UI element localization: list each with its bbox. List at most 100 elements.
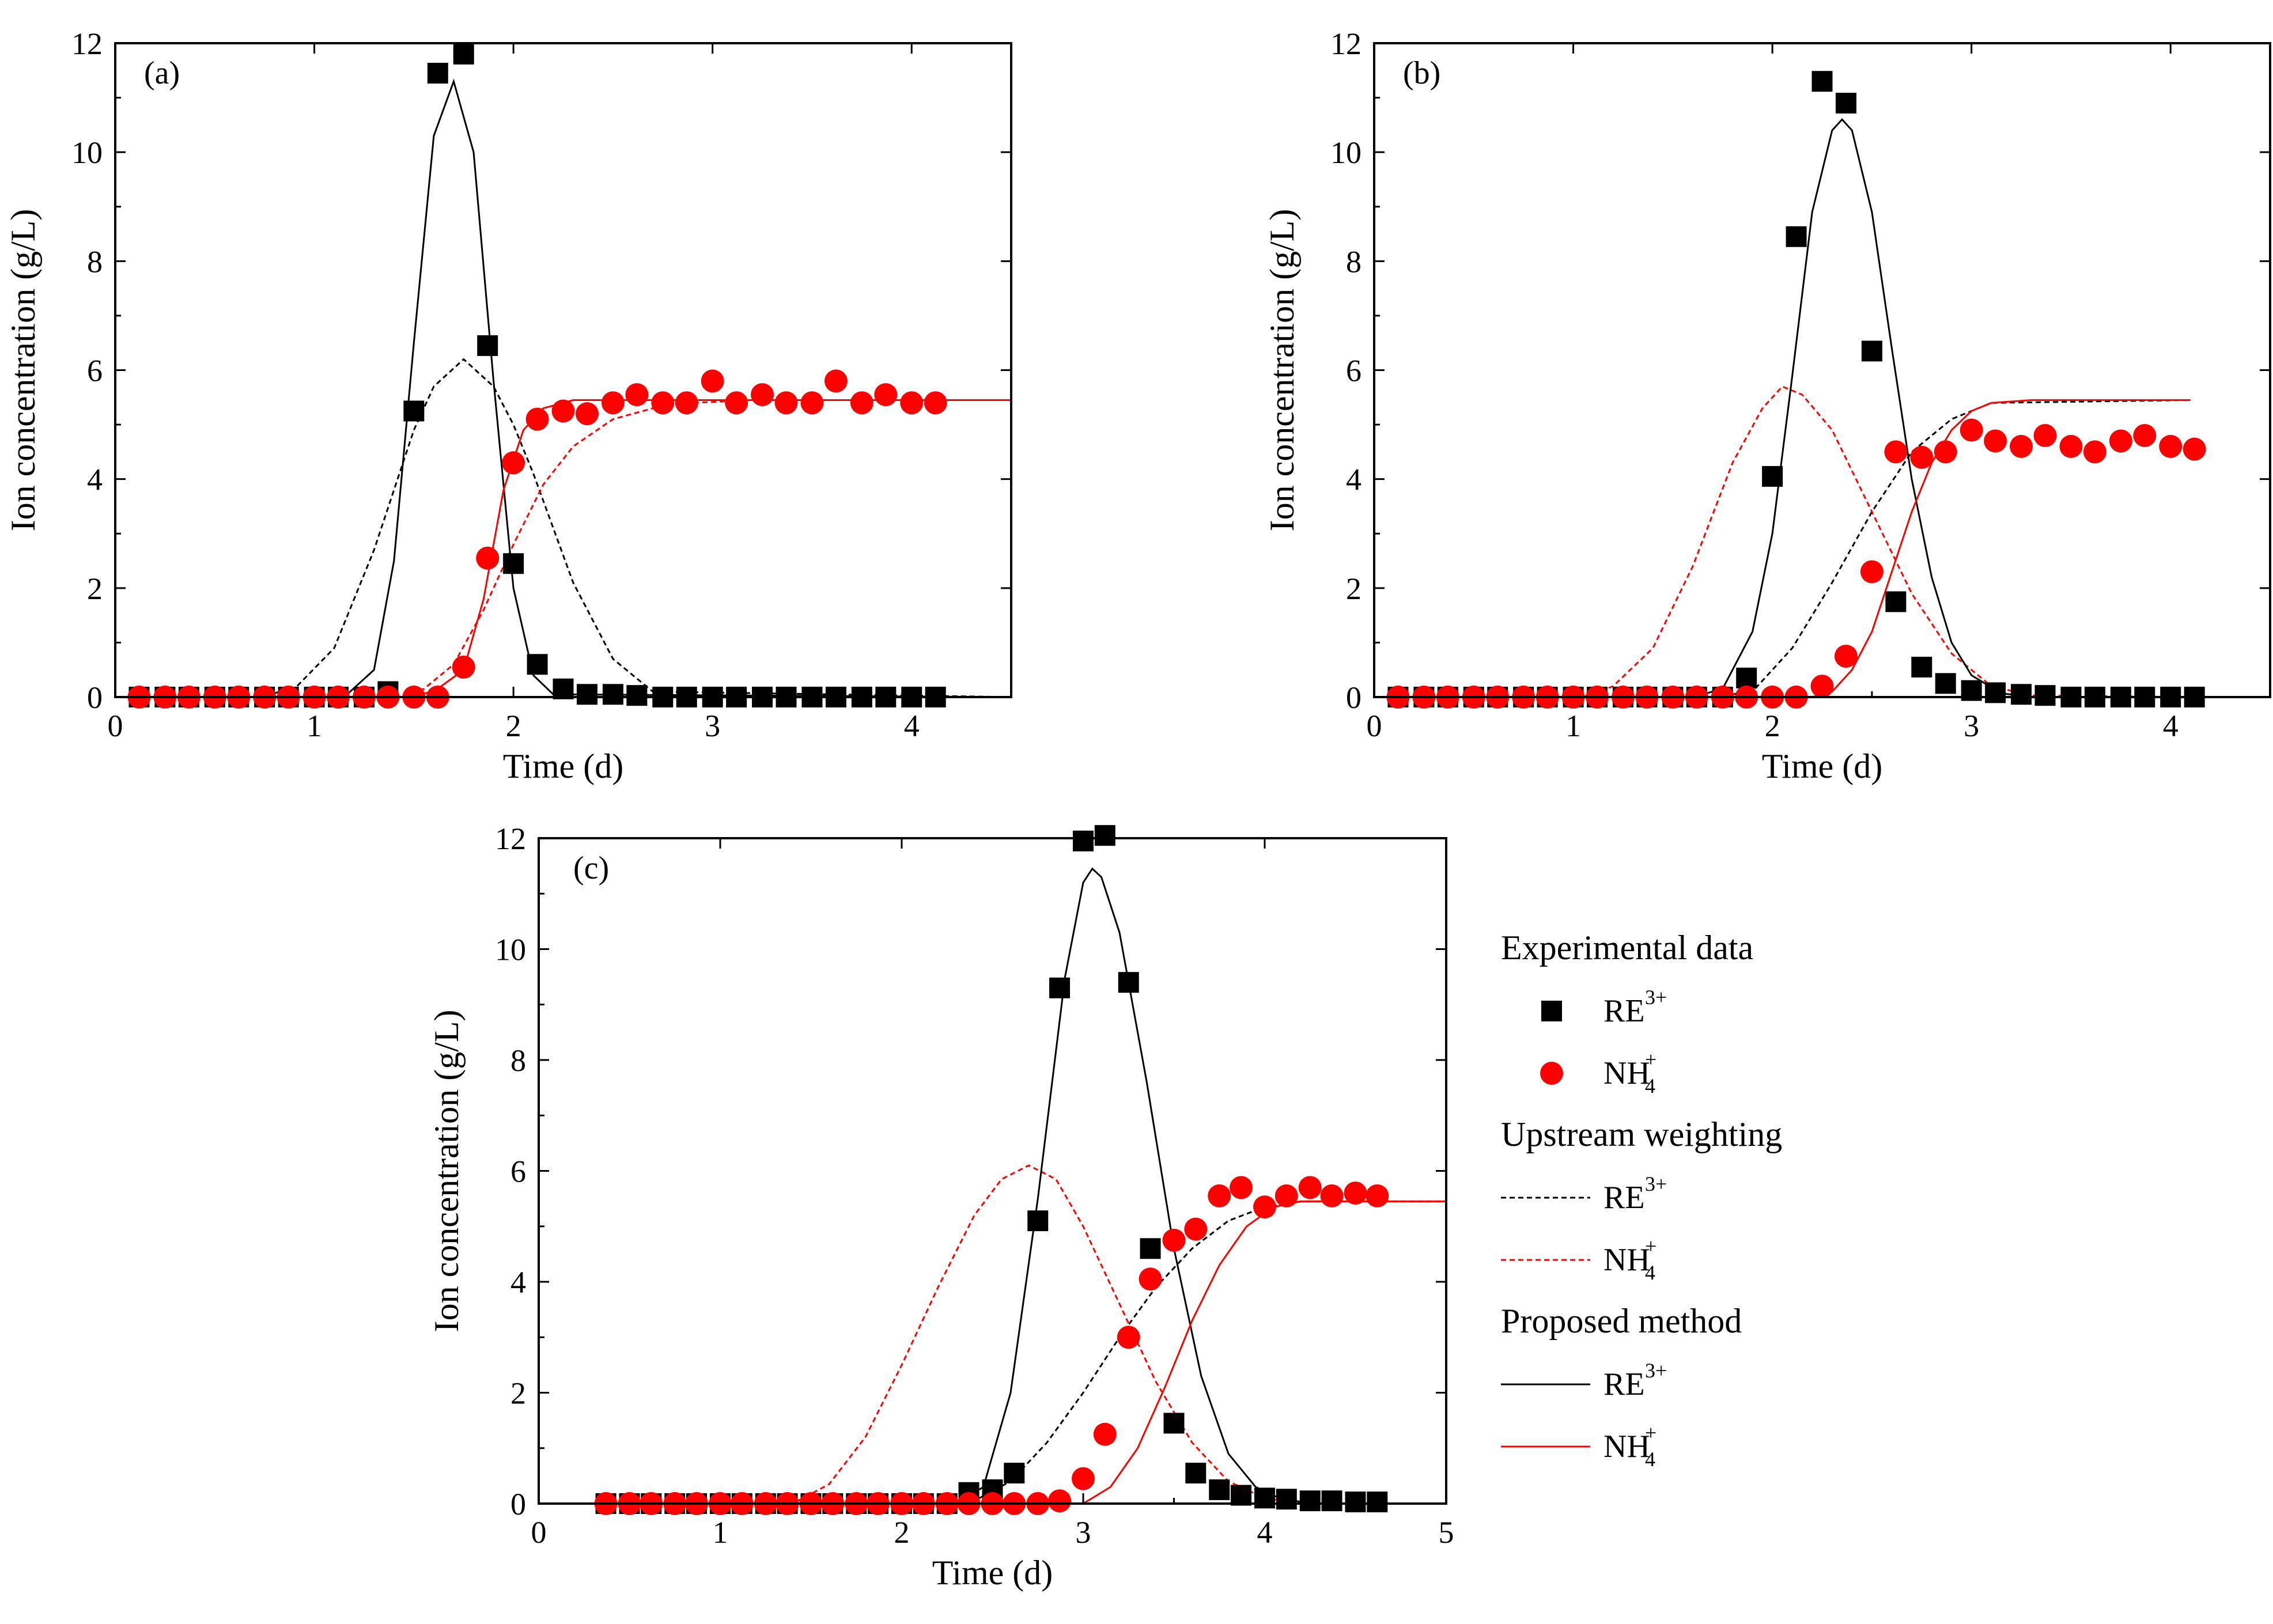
y-tick-label: 6 [510, 1154, 526, 1189]
y-tick-label: 0 [1346, 680, 1361, 715]
x-tick-label: 0 [108, 709, 123, 743]
y-tick-label: 2 [510, 1376, 526, 1411]
data-point-circle [1366, 1184, 1389, 1207]
data-point-square [1231, 1485, 1252, 1506]
data-point-circle [2109, 429, 2132, 453]
data-point-circle [774, 391, 798, 415]
x-tick-label: 0 [1367, 709, 1382, 743]
legend-label-sup: + [1645, 1235, 1656, 1258]
data-point-square [602, 684, 623, 705]
data-point-circle [1230, 1176, 1253, 1199]
series-line [135, 358, 1011, 697]
panel-label: (a) [144, 55, 180, 91]
data-point-circle [2059, 434, 2083, 458]
legend-group: Upstream weighting RE 3+ NH+4 [1501, 1115, 1782, 1284]
data-point-square [1299, 1490, 1321, 1512]
data-point-circle [1093, 1422, 1117, 1446]
data-point-square [1254, 1487, 1275, 1509]
legend-marker-circle [1540, 1062, 1563, 1085]
x-tick-label: 4 [1257, 1515, 1273, 1550]
legend-item: NH+4 [1501, 1235, 1656, 1284]
data-point-square [1209, 1479, 1230, 1500]
data-point-circle [1344, 1182, 1367, 1205]
series-line [539, 1200, 1446, 1504]
legend-label-sub: 4 [1645, 1448, 1655, 1471]
data-point-square [1345, 1491, 1366, 1513]
data-point-circle [525, 407, 549, 431]
data-point-circle [2133, 424, 2157, 447]
data-point-circle [2010, 434, 2033, 458]
legend-label: RE [1603, 1366, 1645, 1402]
data-point-square [1811, 71, 1833, 92]
legend-label: RE [1603, 1180, 1645, 1216]
y-tick-label: 6 [1346, 354, 1361, 388]
y-tick-label: 12 [1330, 27, 1361, 61]
data-point-square [1885, 591, 1907, 612]
data-point-square [477, 335, 498, 356]
data-point-circle [1139, 1267, 1162, 1291]
y-tick-label: 0 [510, 1487, 526, 1521]
legend-label-sup: 3+ [1645, 1172, 1667, 1195]
data-point-circle [1184, 1217, 1208, 1241]
legend-group: Experimental data RE 3+ NH+4 [1501, 929, 1753, 1097]
data-point-circle [2033, 424, 2057, 447]
data-point-square [1118, 972, 1139, 993]
y-tick-label: 10 [71, 135, 103, 170]
data-point-circle [1208, 1184, 1231, 1207]
data-point-circle [2083, 440, 2106, 464]
data-point-circle [924, 391, 947, 415]
data-point-square [427, 63, 448, 84]
data-point-circle [1162, 1228, 1186, 1252]
plot-frame [538, 837, 1447, 1505]
plot-frame [114, 42, 1012, 698]
data-point-circle [502, 451, 525, 475]
data-point-circle [2159, 434, 2183, 458]
data-point-circle [2183, 437, 2206, 461]
data-point-circle [800, 391, 824, 415]
x-tick-label: 1 [307, 709, 322, 743]
data-point-square [527, 654, 548, 675]
legend-item: NH+4 [1540, 1048, 1656, 1097]
y-tick-label: 4 [87, 463, 103, 497]
x-tick-label: 2 [894, 1515, 910, 1550]
data-point-square [1736, 667, 1757, 688]
y-tick-label: 8 [1346, 244, 1361, 279]
legend-label-sup: 3+ [1645, 986, 1667, 1009]
y-tick-label: 4 [510, 1265, 526, 1300]
data-point-circle [476, 546, 500, 570]
data-point-circle [601, 391, 625, 415]
x-axis-title: Time (d) [503, 747, 623, 785]
x-tick-label: 4 [904, 709, 920, 743]
data-point-square [1073, 830, 1094, 851]
legend-heading: Proposed method [1501, 1302, 1742, 1340]
data-point-circle [1117, 1326, 1140, 1349]
x-tick-label: 3 [705, 709, 720, 743]
series-line [1394, 118, 2191, 697]
data-point-square [1276, 1489, 1297, 1510]
data-point-circle [1910, 445, 1934, 469]
y-tick-label: 8 [510, 1043, 526, 1078]
x-axis-title: Time (d) [932, 1554, 1053, 1592]
data-point-square [1004, 1463, 1025, 1484]
data-point-circle [1984, 429, 2007, 453]
data-point-square [453, 43, 474, 65]
x-axis-title: Time (d) [1762, 747, 1882, 785]
data-point-circle [850, 391, 873, 415]
legend-label-sub: 4 [1645, 1074, 1655, 1097]
data-point-square [1140, 1238, 1161, 1259]
data-point-circle [1253, 1195, 1276, 1219]
series-line [135, 78, 1011, 697]
data-point-circle [874, 383, 898, 407]
data-point-square [1367, 1491, 1388, 1513]
data-point-circle [551, 399, 575, 423]
legend-label-sup: 3+ [1645, 1359, 1667, 1382]
data-point-square [1094, 825, 1115, 846]
x-tick-label: 3 [1964, 709, 1979, 743]
legend-label: NH [1603, 1055, 1650, 1091]
legend-item: RE 3+ [1501, 1172, 1667, 1216]
x-tick-label: 4 [2163, 709, 2179, 743]
data-point-circle [1048, 1489, 1072, 1513]
